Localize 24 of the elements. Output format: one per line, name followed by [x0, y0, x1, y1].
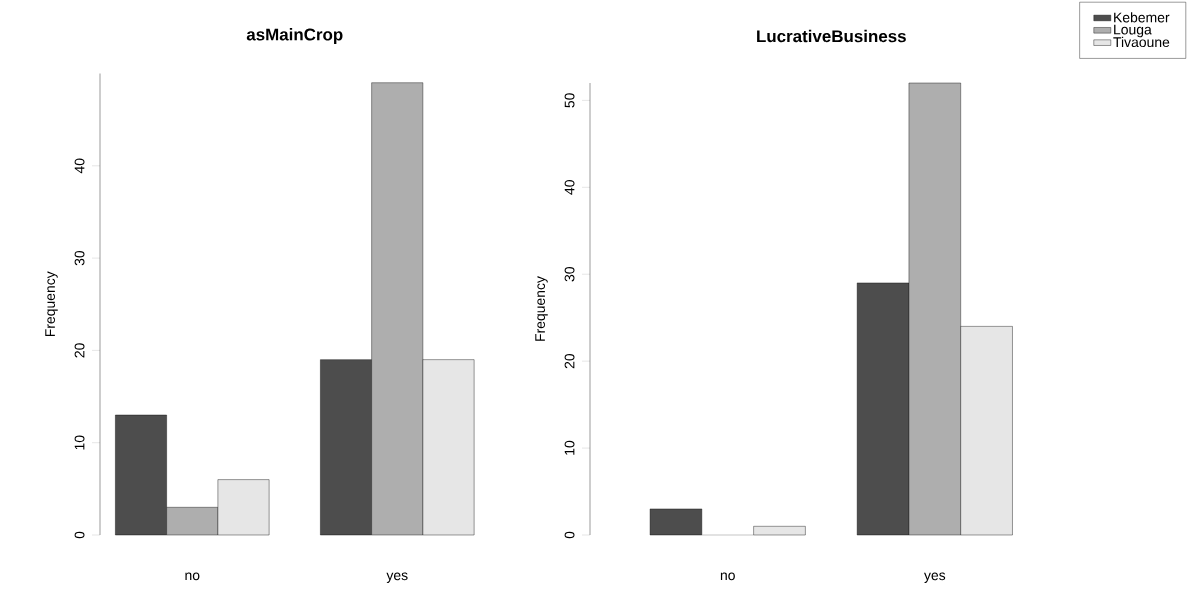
y-tick-label: 0 — [74, 531, 85, 539]
y-tick-label: 40 — [74, 158, 85, 174]
x-tick-label: no — [185, 572, 200, 581]
legend-label: Louga — [1114, 24, 1152, 38]
x-tick-label: yes — [386, 572, 408, 583]
y-tick-label: 20 — [564, 353, 575, 369]
bar — [753, 526, 806, 536]
legend-label: Tivaoune — [1113, 36, 1170, 48]
y-tick-label: 20 — [74, 343, 85, 358]
chart-title: asMainCrop — [246, 28, 343, 44]
y-axis-title: Frequency — [45, 271, 58, 337]
x-tick-label: yes — [924, 572, 946, 583]
y-tick-label: 10 — [74, 435, 85, 450]
bar — [649, 508, 703, 536]
chart-title: LucrativeBusiness — [757, 29, 906, 43]
y-tick-label: 30 — [74, 250, 85, 266]
y-tick-label: 40 — [564, 180, 575, 195]
y-tick-label: 30 — [564, 267, 575, 282]
y-tick-label: 10 — [564, 440, 575, 455]
y-tick-label: 0 — [564, 531, 575, 539]
legend-label: Kebemer — [1114, 12, 1170, 23]
y-axis-title: Frequency — [535, 276, 548, 341]
x-tick-label: no — [720, 572, 735, 581]
y-tick-label: 50 — [564, 93, 575, 108]
